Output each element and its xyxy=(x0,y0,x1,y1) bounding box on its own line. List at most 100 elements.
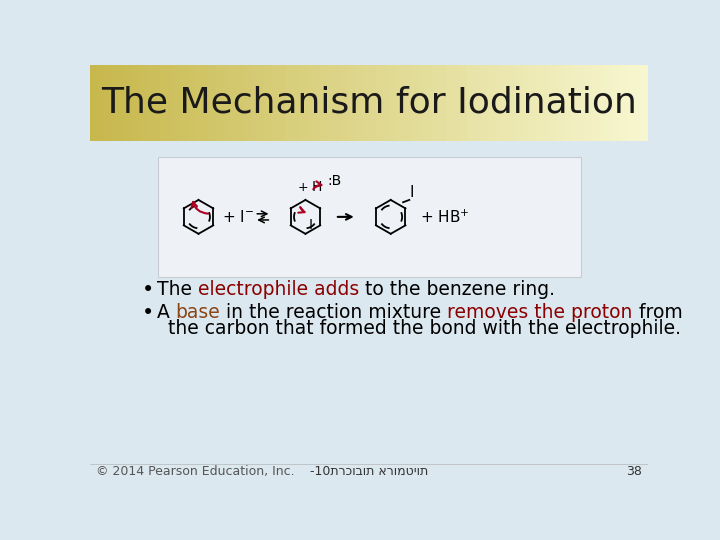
Bar xyxy=(285,65,293,141)
Text: base: base xyxy=(176,303,220,322)
Bar xyxy=(481,65,488,141)
Bar xyxy=(181,65,189,141)
Bar xyxy=(174,65,181,141)
Bar xyxy=(404,65,412,141)
Bar xyxy=(167,65,174,141)
Bar xyxy=(516,65,523,141)
Bar xyxy=(362,65,370,141)
Text: + HB$^{+}$: + HB$^{+}$ xyxy=(420,208,469,226)
Text: + I$^{-}$: + I$^{-}$ xyxy=(222,209,254,225)
Bar xyxy=(529,65,537,141)
Bar xyxy=(306,65,314,141)
Bar xyxy=(593,65,600,141)
Bar xyxy=(425,65,433,141)
Bar xyxy=(495,65,503,141)
Bar xyxy=(90,65,98,141)
Text: The: The xyxy=(157,280,198,299)
Bar xyxy=(145,65,153,141)
Bar xyxy=(334,65,342,141)
Bar xyxy=(606,65,614,141)
Text: the carbon that formed the bond with the electrophile.: the carbon that formed the bond with the… xyxy=(168,319,680,338)
Bar xyxy=(118,65,126,141)
Text: +: + xyxy=(297,181,307,194)
Bar xyxy=(620,65,628,141)
Bar xyxy=(153,65,161,141)
Text: in the reaction mixture: in the reaction mixture xyxy=(220,303,447,322)
Bar xyxy=(564,65,572,141)
Bar xyxy=(160,65,168,141)
Bar xyxy=(627,65,635,141)
Bar xyxy=(355,65,363,141)
Text: -10תרכובות ארומטיות: -10תרכובות ארומטיות xyxy=(310,465,428,478)
Bar xyxy=(467,65,474,141)
Bar xyxy=(158,157,580,276)
Bar xyxy=(313,65,321,141)
Text: :B: :B xyxy=(327,174,341,187)
Bar xyxy=(209,65,216,141)
Text: A: A xyxy=(157,303,176,322)
Bar xyxy=(376,65,384,141)
Bar xyxy=(194,65,202,141)
Text: I: I xyxy=(309,218,312,232)
Bar xyxy=(474,65,482,141)
Bar xyxy=(300,65,307,141)
Bar xyxy=(634,65,642,141)
Text: •: • xyxy=(142,280,154,300)
Bar xyxy=(202,65,210,141)
Bar xyxy=(446,65,454,141)
Bar xyxy=(341,65,349,141)
Bar xyxy=(243,65,251,141)
Bar xyxy=(383,65,391,141)
Bar xyxy=(90,141,648,481)
Bar xyxy=(585,65,593,141)
Bar xyxy=(97,65,104,141)
Bar xyxy=(502,65,509,141)
Bar xyxy=(418,65,426,141)
Bar xyxy=(188,65,195,141)
Bar xyxy=(215,65,223,141)
Bar xyxy=(557,65,565,141)
Bar xyxy=(348,65,356,141)
Bar xyxy=(613,65,621,141)
Bar xyxy=(523,65,530,141)
Bar xyxy=(459,65,467,141)
Text: I: I xyxy=(409,185,414,200)
Bar xyxy=(438,65,446,141)
Bar xyxy=(104,65,112,141)
Bar xyxy=(230,65,238,141)
Text: removes the proton: removes the proton xyxy=(447,303,633,322)
Bar xyxy=(327,65,335,141)
Bar xyxy=(641,65,649,141)
Bar xyxy=(111,65,119,141)
Text: © 2014 Pearson Education, Inc.: © 2014 Pearson Education, Inc. xyxy=(96,465,294,478)
Bar xyxy=(432,65,439,141)
Bar xyxy=(292,65,300,141)
Bar xyxy=(132,65,140,141)
Bar xyxy=(222,65,230,141)
Text: The Mechanism for Iodination: The Mechanism for Iodination xyxy=(101,86,637,120)
Bar xyxy=(279,65,286,141)
Bar xyxy=(251,65,258,141)
Bar xyxy=(125,65,132,141)
Text: 38: 38 xyxy=(626,465,642,478)
Bar xyxy=(599,65,607,141)
Text: H: H xyxy=(312,180,322,194)
Bar xyxy=(397,65,405,141)
Text: •: • xyxy=(142,303,154,323)
Bar xyxy=(411,65,418,141)
Bar xyxy=(544,65,551,141)
Bar xyxy=(258,65,265,141)
Bar xyxy=(550,65,558,141)
Bar xyxy=(536,65,544,141)
Text: from: from xyxy=(633,303,683,322)
Bar xyxy=(264,65,272,141)
Bar xyxy=(320,65,328,141)
Bar xyxy=(271,65,279,141)
Bar xyxy=(508,65,516,141)
Bar xyxy=(487,65,495,141)
Bar xyxy=(571,65,579,141)
Bar xyxy=(139,65,147,141)
Bar xyxy=(369,65,377,141)
Text: to the benzene ring.: to the benzene ring. xyxy=(359,280,555,299)
Bar xyxy=(578,65,586,141)
